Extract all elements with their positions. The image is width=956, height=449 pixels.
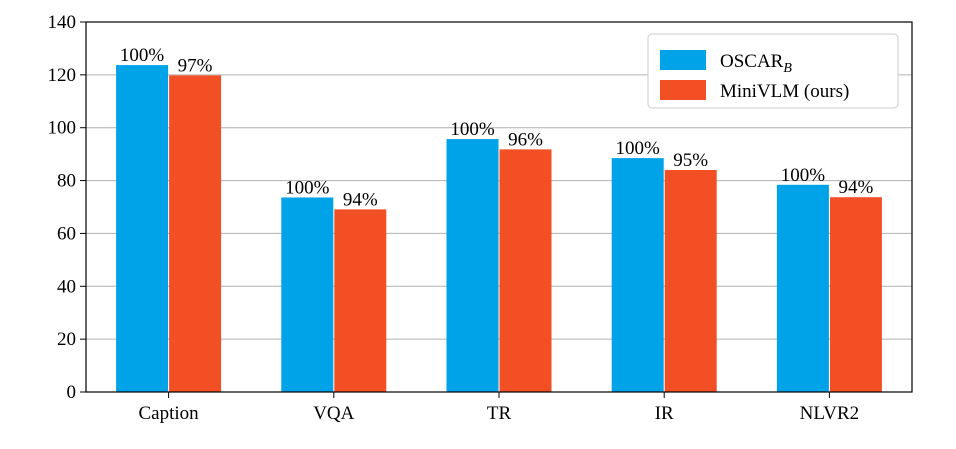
bar-caption-series-0 <box>116 65 169 392</box>
x-tick-label-caption: Caption <box>139 403 200 424</box>
y-tick-label: 80 <box>57 171 76 192</box>
bar-caption-series-1 <box>169 75 222 392</box>
legend: OSCARB MiniVLM (ours) <box>647 33 899 109</box>
x-tick-label-tr: TR <box>487 403 512 424</box>
x-axis: Caption VQA TR IR NLVR2 <box>139 392 859 424</box>
bar-vqa-series-0 <box>281 197 334 392</box>
data-labels: 100% 97% 100% 94% 100% 96% 100% 95% 100% 94% <box>120 45 874 210</box>
data-label-ir-series-0: 100% <box>616 138 661 159</box>
data-label-nlvr2-series-1: 94% <box>838 177 873 198</box>
gridlines <box>86 74 912 340</box>
y-tick-label: 100 <box>48 118 77 139</box>
bar-nlvr2-series-1 <box>829 197 882 392</box>
bar-tr-series-0 <box>446 139 499 392</box>
legend-swatch-series-1 <box>660 80 706 100</box>
bars <box>116 65 882 392</box>
x-tick-label-vqa: VQA <box>313 403 354 424</box>
y-tick-label: 0 <box>67 382 77 403</box>
data-label-vqa-series-1: 94% <box>343 189 378 210</box>
bar-ir-series-0 <box>611 158 664 392</box>
bar-tr-series-1 <box>499 149 552 392</box>
legend-label-series-1: MiniVLM (ours) <box>720 81 849 102</box>
data-label-tr-series-0: 100% <box>450 119 495 140</box>
y-tick-label: 60 <box>57 223 76 244</box>
data-label-ir-series-1: 95% <box>673 150 708 171</box>
x-tick-label-ir: IR <box>655 403 674 424</box>
y-tick-label: 40 <box>57 276 76 297</box>
data-label-caption-series-1: 97% <box>178 55 213 76</box>
data-label-nlvr2-series-0: 100% <box>781 165 826 186</box>
data-label-vqa-series-0: 100% <box>285 177 330 198</box>
bar-ir-series-1 <box>664 170 717 392</box>
x-tick-label-nlvr2: NLVR2 <box>800 403 859 424</box>
legend-label-series-0: OSCARB <box>720 51 792 76</box>
legend-box <box>647 33 899 109</box>
bar-nlvr2-series-0 <box>776 184 829 392</box>
y-axis: 0 20 40 60 80 100 120 140 <box>48 12 86 403</box>
y-tick-label: 120 <box>48 65 77 86</box>
y-tick-label: 20 <box>57 329 76 350</box>
legend-swatch-series-0 <box>660 50 706 70</box>
data-label-tr-series-1: 96% <box>508 129 543 150</box>
bar-vqa-series-1 <box>334 209 387 392</box>
y-tick-label: 140 <box>48 12 77 33</box>
data-label-caption-series-0: 100% <box>120 45 165 66</box>
